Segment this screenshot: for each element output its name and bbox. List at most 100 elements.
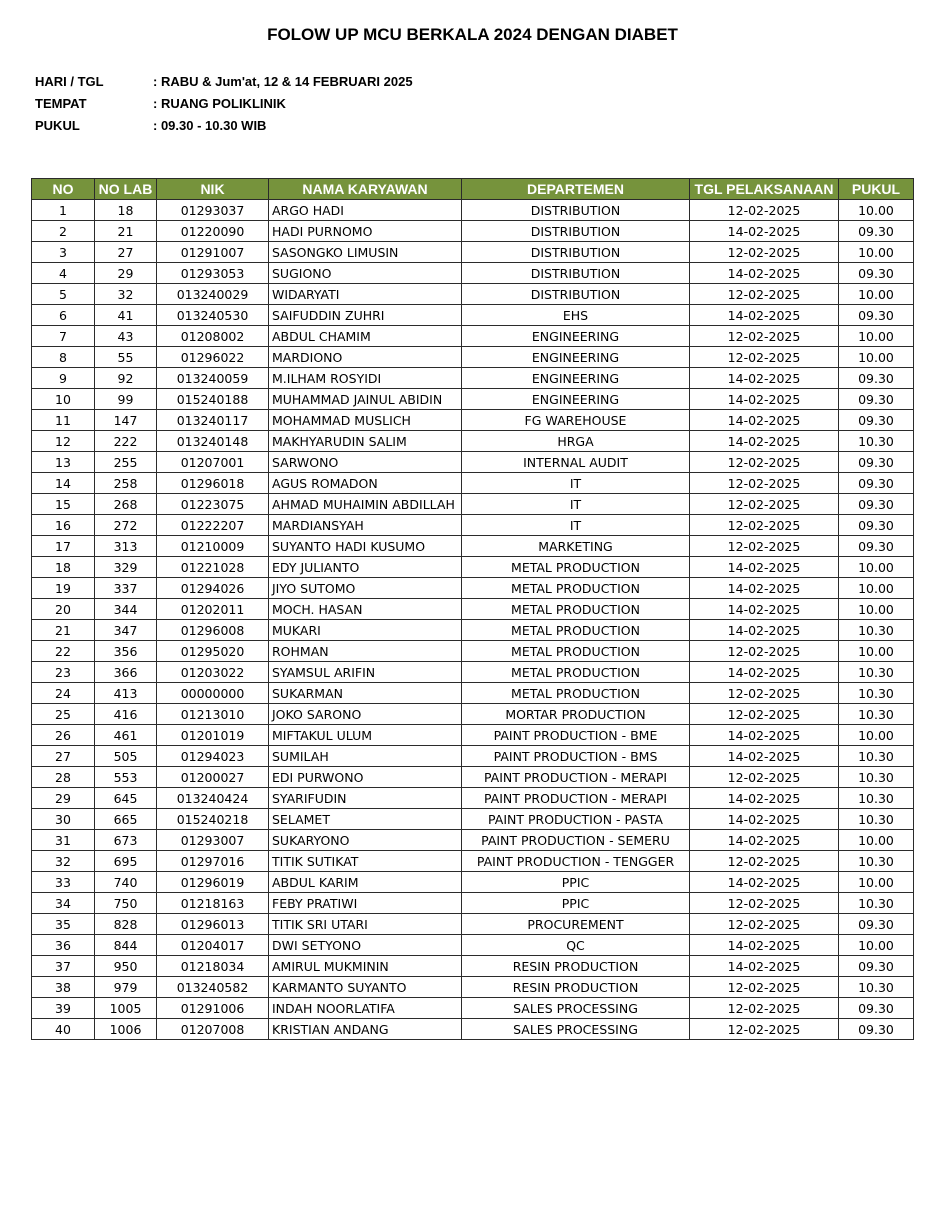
cell-no: 18 — [31, 556, 95, 578]
cell-tgl: 14-02-2025 — [689, 871, 839, 893]
cell-name: M.ILHAM ROSYIDI — [268, 367, 462, 389]
cell-nik: 01296019 — [156, 871, 269, 893]
cell-departemen: RESIN PRODUCTION — [461, 976, 690, 998]
cell-pukul: 10.30 — [838, 682, 914, 704]
cell-name: MOHAMMAD MUSLICH — [268, 409, 462, 431]
cell-no: 24 — [31, 682, 95, 704]
cell-nik: 01208002 — [156, 325, 269, 347]
table-row: 16 272 01222207 MARDIANSYAH IT 12-02-2025 09.3… — [31, 514, 914, 536]
cell-departemen: DISTRIBUTION — [461, 241, 690, 263]
cell-nik: 013240117 — [156, 409, 269, 431]
cell-no-lab: 416 — [94, 703, 157, 725]
cell-nik: 013240530 — [156, 304, 269, 326]
cell-no: 15 — [31, 493, 95, 515]
cell-pukul: 10.00 — [838, 283, 914, 305]
cell-name: MUKARI — [268, 619, 462, 641]
cell-tgl: 14-02-2025 — [689, 262, 839, 284]
column-header-tgl: TGL PELAKSANAAN — [689, 178, 839, 200]
cell-pukul: 10.00 — [838, 346, 914, 368]
cell-name: SUKARMAN — [268, 682, 462, 704]
cell-name: TITIK SRI UTARI — [268, 913, 462, 935]
table-row: 38 979 013240582 KARMANTO SUYANTO RESIN PROD… — [31, 976, 914, 998]
cell-no-lab: 673 — [94, 829, 157, 851]
cell-no-lab: 147 — [94, 409, 157, 431]
cell-pukul: 10.30 — [838, 703, 914, 725]
cell-no: 30 — [31, 808, 95, 830]
cell-no-lab: 313 — [94, 535, 157, 557]
cell-departemen: FG WAREHOUSE — [461, 409, 690, 431]
cell-name: SUMILAH — [268, 745, 462, 767]
table-row: 1 18 01293037 ARGO HADI DISTRIBUTION 12-02-20… — [31, 199, 914, 221]
cell-tgl: 12-02-2025 — [689, 199, 839, 221]
cell-name: MARDIONO — [268, 346, 462, 368]
cell-tgl: 14-02-2025 — [689, 577, 839, 599]
table-row: 14 258 01296018 AGUS ROMADON IT 12-02-2025 09.… — [31, 472, 914, 494]
cell-no-lab: 347 — [94, 619, 157, 641]
table-row: 17 313 01210009 SUYANTO HADI KUSUMO MARKETIN… — [31, 535, 914, 557]
cell-no-lab: 29 — [94, 262, 157, 284]
cell-departemen: IT — [461, 514, 690, 536]
cell-nik: 01297016 — [156, 850, 269, 872]
cell-no: 9 — [31, 367, 95, 389]
cell-nik: 01293037 — [156, 199, 269, 221]
cell-no-lab: 665 — [94, 808, 157, 830]
table-row: 20 344 01202011 MOCH. HASAN METAL PRODUCTION… — [31, 598, 914, 620]
cell-nik: 01293007 — [156, 829, 269, 851]
cell-tgl: 14-02-2025 — [689, 787, 839, 809]
table-row: 3 27 01291007 SASONGKO LIMUSIN DISTRIBUTION 1… — [31, 241, 914, 263]
column-header-no-lab: NO LAB — [94, 178, 157, 200]
cell-no: 25 — [31, 703, 95, 725]
column-header-pukul: PUKUL — [838, 178, 914, 200]
cell-name: EDI PURWONO — [268, 766, 462, 788]
cell-no-lab: 272 — [94, 514, 157, 536]
table-row: 6 41 013240530 SAIFUDDIN ZUHRI EHS 14-02-2025… — [31, 304, 914, 326]
cell-departemen: PROCUREMENT — [461, 913, 690, 935]
table-row: 27 505 01294023 SUMILAH PAINT PRODUCTION - B… — [31, 745, 914, 767]
cell-departemen: DISTRIBUTION — [461, 199, 690, 221]
cell-departemen: METAL PRODUCTION — [461, 682, 690, 704]
cell-pukul: 09.30 — [838, 997, 914, 1019]
cell-no: 23 — [31, 661, 95, 683]
cell-no: 38 — [31, 976, 95, 998]
cell-no-lab: 337 — [94, 577, 157, 599]
cell-tgl: 12-02-2025 — [689, 892, 839, 914]
cell-nik: 01222207 — [156, 514, 269, 536]
cell-no: 34 — [31, 892, 95, 914]
info-label: PUKUL — [35, 118, 80, 133]
cell-nik: 01218034 — [156, 955, 269, 977]
cell-tgl: 12-02-2025 — [689, 640, 839, 662]
table-row: 31 673 01293007 SUKARYONO PAINT PRODUCTION -… — [31, 829, 914, 851]
cell-nik: 01294026 — [156, 577, 269, 599]
cell-name: MOCH. HASAN — [268, 598, 462, 620]
cell-name: KRISTIAN ANDANG — [268, 1018, 462, 1040]
cell-departemen: EHS — [461, 304, 690, 326]
cell-tgl: 14-02-2025 — [689, 661, 839, 683]
table-row: 18 329 01221028 EDY JULIANTO METAL PRODUCTIO… — [31, 556, 914, 578]
cell-tgl: 12-02-2025 — [689, 997, 839, 1019]
cell-tgl: 14-02-2025 — [689, 724, 839, 746]
cell-pukul: 10.00 — [838, 640, 914, 662]
cell-nik: 01207008 — [156, 1018, 269, 1040]
table-row: 13 255 01207001 SARWONO INTERNAL AUDIT 12-02-… — [31, 451, 914, 473]
cell-no-lab: 740 — [94, 871, 157, 893]
cell-no-lab: 461 — [94, 724, 157, 746]
table-row: 7 43 01208002 ABDUL CHAMIM ENGINEERING 12-02-… — [31, 325, 914, 347]
cell-pukul: 10.30 — [838, 766, 914, 788]
table-header-row: NO NO LAB NIK NAMA KARYAWAN DEPARTEMEN T… — [31, 178, 914, 200]
cell-nik: 013240424 — [156, 787, 269, 809]
cell-departemen: PAINT PRODUCTION - BMS — [461, 745, 690, 767]
cell-nik: 01207001 — [156, 451, 269, 473]
cell-nik: 01201019 — [156, 724, 269, 746]
cell-nik: 01203022 — [156, 661, 269, 683]
cell-nik: 01294023 — [156, 745, 269, 767]
cell-departemen: PAINT PRODUCTION - MERAPI — [461, 787, 690, 809]
cell-nik: 01296022 — [156, 346, 269, 368]
cell-name: AHMAD MUHAIMIN ABDILLAH — [268, 493, 462, 515]
cell-nik: 01200027 — [156, 766, 269, 788]
cell-pukul: 10.00 — [838, 199, 914, 221]
cell-departemen: METAL PRODUCTION — [461, 661, 690, 683]
table-row: 10 99 015240188 MUHAMMAD JAINUL ABIDIN ENGIN… — [31, 388, 914, 410]
cell-no: 35 — [31, 913, 95, 935]
table-row: 28 553 01200027 EDI PURWONO PAINT PRODUCTION… — [31, 766, 914, 788]
cell-name: WIDARYATI — [268, 283, 462, 305]
